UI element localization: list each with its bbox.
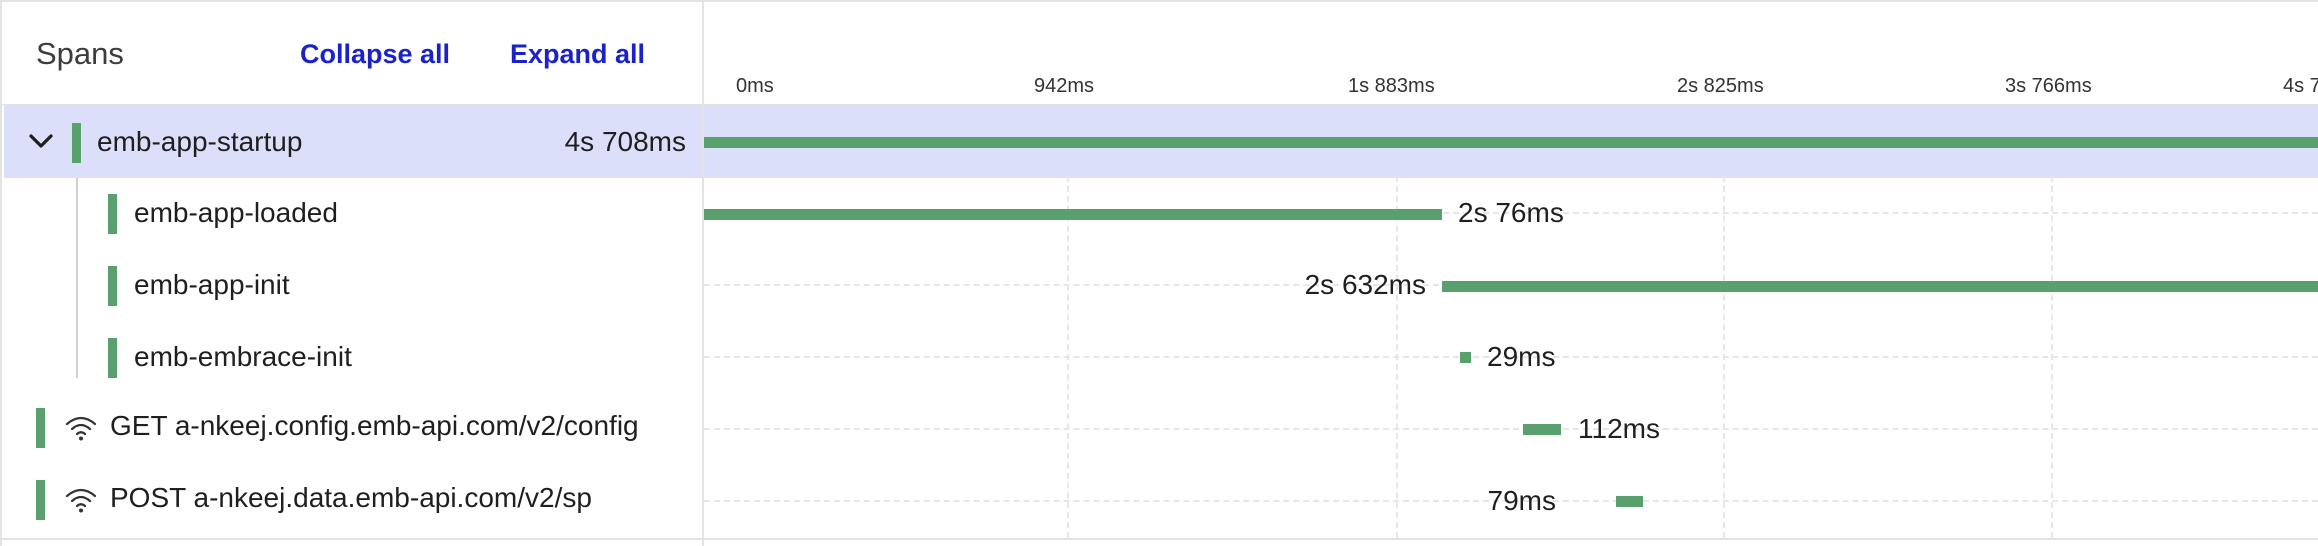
panel-divider: [702, 0, 704, 546]
span-row-emb-app-loaded[interactable]: emb-app-loaded: [0, 178, 700, 250]
span-row-emb-app-init[interactable]: emb-app-init: [0, 250, 700, 322]
header-divider: [0, 104, 2318, 105]
span-row-emb-app-startup[interactable]: emb-app-startup 4s 708ms: [0, 106, 700, 178]
span-row-post-data[interactable]: POST a-nkeej.data.emb-api.com/v2/sp: [0, 464, 700, 536]
left-border: [0, 0, 2, 546]
tree-connector-line: [76, 178, 78, 378]
span-duration: 2s 76ms: [1458, 197, 1564, 228]
span-name: POST a-nkeej.data.emb-api.com/v2/sp: [110, 482, 592, 513]
span-duration: 4s 708ms: [564, 126, 686, 157]
spans-title: Spans: [36, 36, 124, 71]
chevron-down-icon[interactable]: [26, 126, 56, 156]
span-indicator: [108, 266, 117, 306]
span-name: emb-app-init: [134, 269, 290, 300]
bottom-border: [0, 538, 2318, 540]
span-duration: 29ms: [1487, 341, 1556, 372]
grid-line-horizontal: [704, 212, 2318, 214]
span-row-get-config[interactable]: GET a-nkeej.config.emb-api.com/v2/config: [0, 392, 700, 464]
expand-all-button[interactable]: Expand all: [510, 34, 645, 74]
top-border: [0, 0, 2318, 2]
span-indicator: [108, 338, 117, 378]
span-bar[interactable]: [1442, 281, 2318, 292]
collapse-all-button[interactable]: Collapse all: [300, 34, 450, 74]
span-duration: 2s 632ms: [1304, 269, 1426, 300]
span-indicator: [36, 408, 45, 448]
tick-label: 4s 7: [2283, 75, 2318, 97]
span-bar[interactable]: [704, 209, 1442, 220]
span-bar[interactable]: [1523, 424, 1561, 435]
span-bar[interactable]: [1616, 496, 1643, 507]
tick-label: 2s 825ms: [1677, 75, 1764, 97]
wifi-icon: [65, 416, 97, 441]
span-name: emb-app-loaded: [134, 197, 338, 228]
grid-line-horizontal: [704, 428, 2318, 430]
wifi-icon: [65, 488, 97, 513]
span-duration: 79ms: [1487, 485, 1556, 516]
span-indicator: [36, 480, 45, 520]
span-indicator: [72, 123, 81, 163]
grid-line-horizontal: [704, 500, 2318, 502]
span-duration: 112ms: [1578, 413, 1660, 444]
tick-label: 942ms: [1034, 75, 1095, 97]
span-row-emb-embrace-init[interactable]: emb-embrace-init: [0, 322, 700, 394]
span-indicator: [108, 194, 117, 234]
tick-label: 1s 883ms: [1348, 75, 1435, 97]
span-bar[interactable]: [1460, 352, 1471, 363]
span-name: emb-app-startup: [97, 126, 303, 157]
span-name: GET a-nkeej.config.emb-api.com/v2/config: [110, 410, 639, 441]
span-name: emb-embrace-init: [134, 341, 352, 372]
grid-line-horizontal: [704, 356, 2318, 358]
span-bar[interactable]: [704, 137, 2318, 148]
tick-label: 0ms: [736, 75, 774, 97]
tick-label: 3s 766ms: [2005, 75, 2092, 97]
